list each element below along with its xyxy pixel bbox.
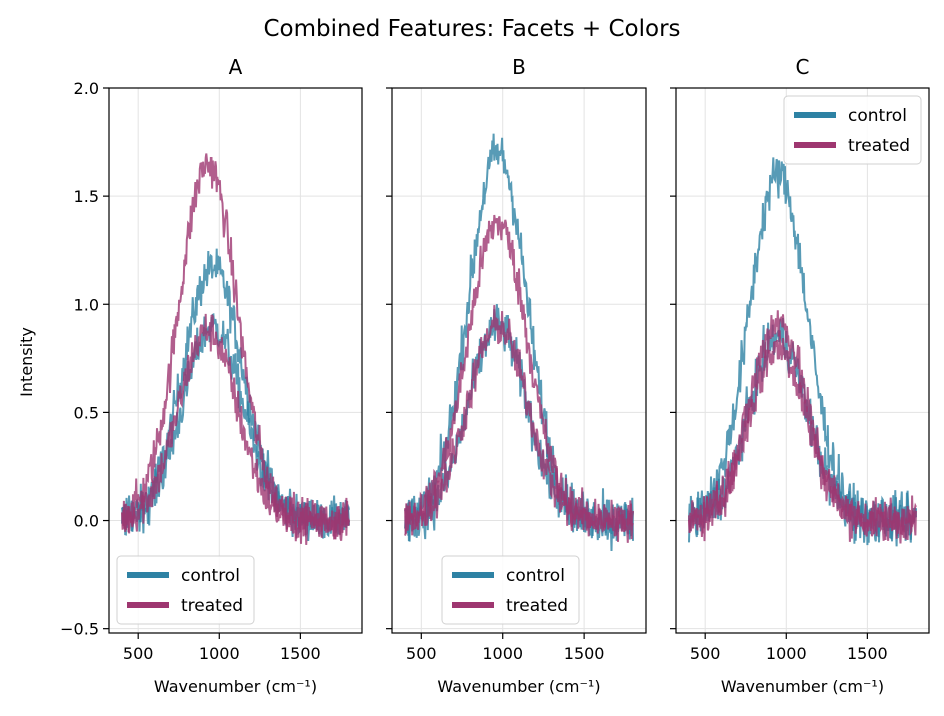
legend-label-treated: treated <box>848 136 910 156</box>
legend-label-control: control <box>848 106 907 126</box>
series-line-treated <box>404 305 634 543</box>
y-tick-label: 0.0 <box>74 512 99 531</box>
y-tick-label: 1.5 <box>74 187 99 206</box>
legend: control treated <box>116 555 255 625</box>
plot-frame <box>391 87 647 634</box>
panel-title: B <box>512 55 526 79</box>
legend-label-control: control <box>181 566 240 586</box>
figure-title: Combined Features: Facets + Colors <box>263 16 680 42</box>
x-axis-label: Wavenumber (cm⁻¹) <box>721 677 884 696</box>
panel-title: A <box>229 55 243 79</box>
y-tick-label: 1.0 <box>74 295 99 314</box>
x-tick-label: 1500 <box>280 644 321 663</box>
x-tick-label: 1000 <box>766 644 807 663</box>
legend: control treated <box>783 95 922 165</box>
y-tick-label: 2.0 <box>74 79 99 98</box>
legend-label-control: control <box>506 566 565 586</box>
y-tick-label: −0.5 <box>60 620 99 639</box>
x-tick-label: 1500 <box>564 644 605 663</box>
series-line-treated <box>688 330 917 544</box>
panel-c: 500 1000 1500 C Wavenumber (cm⁻¹) control trea… <box>670 55 930 696</box>
panel-title: C <box>796 55 810 79</box>
legend: control treated <box>441 555 580 625</box>
panel-b: 500 1000 1500 B Wavenumber (cm⁻¹) control trea… <box>386 55 647 696</box>
plot-frame <box>675 87 930 634</box>
y-axis-label: Intensity <box>17 327 36 397</box>
x-tick-label: 1500 <box>847 644 888 663</box>
x-tick-label: 1000 <box>482 644 523 663</box>
x-axis-label: Wavenumber (cm⁻¹) <box>437 677 600 696</box>
legend-label-treated: treated <box>181 596 243 616</box>
panel-a: 500 1000 1500 −0.5 0.0 0.5 1.0 1.5 2.0 A Wavenumbe… <box>60 55 363 696</box>
x-axis-label: Wavenumber (cm⁻¹) <box>154 677 317 696</box>
plot-frame <box>108 87 363 634</box>
series-line-treated <box>121 313 350 541</box>
y-tick-label: 0.5 <box>74 403 99 422</box>
legend-label-treated: treated <box>506 596 568 616</box>
x-tick-label: 500 <box>406 644 437 663</box>
panels: 500 1000 1500 −0.5 0.0 0.5 1.0 1.5 2.0 A Wavenumbe… <box>60 55 930 696</box>
x-tick-label: 1000 <box>199 644 240 663</box>
x-tick-label: 500 <box>123 644 154 663</box>
x-tick-label: 500 <box>690 644 721 663</box>
